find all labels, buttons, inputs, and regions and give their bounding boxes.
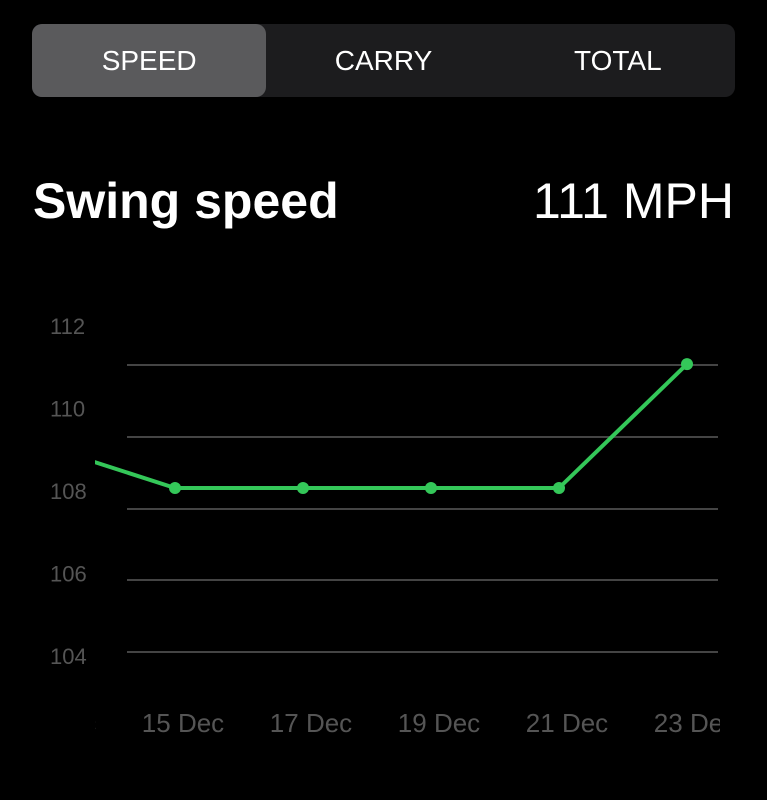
y-tick-label: 110 <box>50 396 85 421</box>
x-tick-label: 15 Dec <box>142 708 224 738</box>
y-tick-label: 104 <box>50 644 87 669</box>
metric-tabs: SPEED CARRY TOTAL <box>32 24 735 97</box>
x-tick-label: 23 Dec <box>654 708 736 738</box>
metric-title: Swing speed <box>33 173 339 229</box>
data-point <box>169 482 181 494</box>
tab-speed[interactable]: SPEED <box>32 24 267 97</box>
y-tick-label: 112 <box>50 314 85 339</box>
series-line <box>95 362 689 490</box>
data-point <box>553 482 565 494</box>
data-point <box>41 441 53 453</box>
data-point <box>681 358 693 371</box>
x-tick-label: 19 Dec <box>398 708 480 738</box>
x-tick-label: 17 Dec <box>270 708 352 738</box>
tab-carry[interactable]: CARRY <box>334 44 433 76</box>
x-tick-label: 21 Dec <box>526 708 608 738</box>
data-point <box>425 482 437 494</box>
y-tick-label: 106 <box>50 562 87 587</box>
data-point <box>297 482 309 494</box>
x-tick-label: 13 Dec <box>14 708 96 738</box>
metric-value: 111 MPH <box>532 173 734 229</box>
y-tick-label: 108 <box>50 479 87 504</box>
tab-total[interactable]: TOTAL <box>573 44 662 76</box>
